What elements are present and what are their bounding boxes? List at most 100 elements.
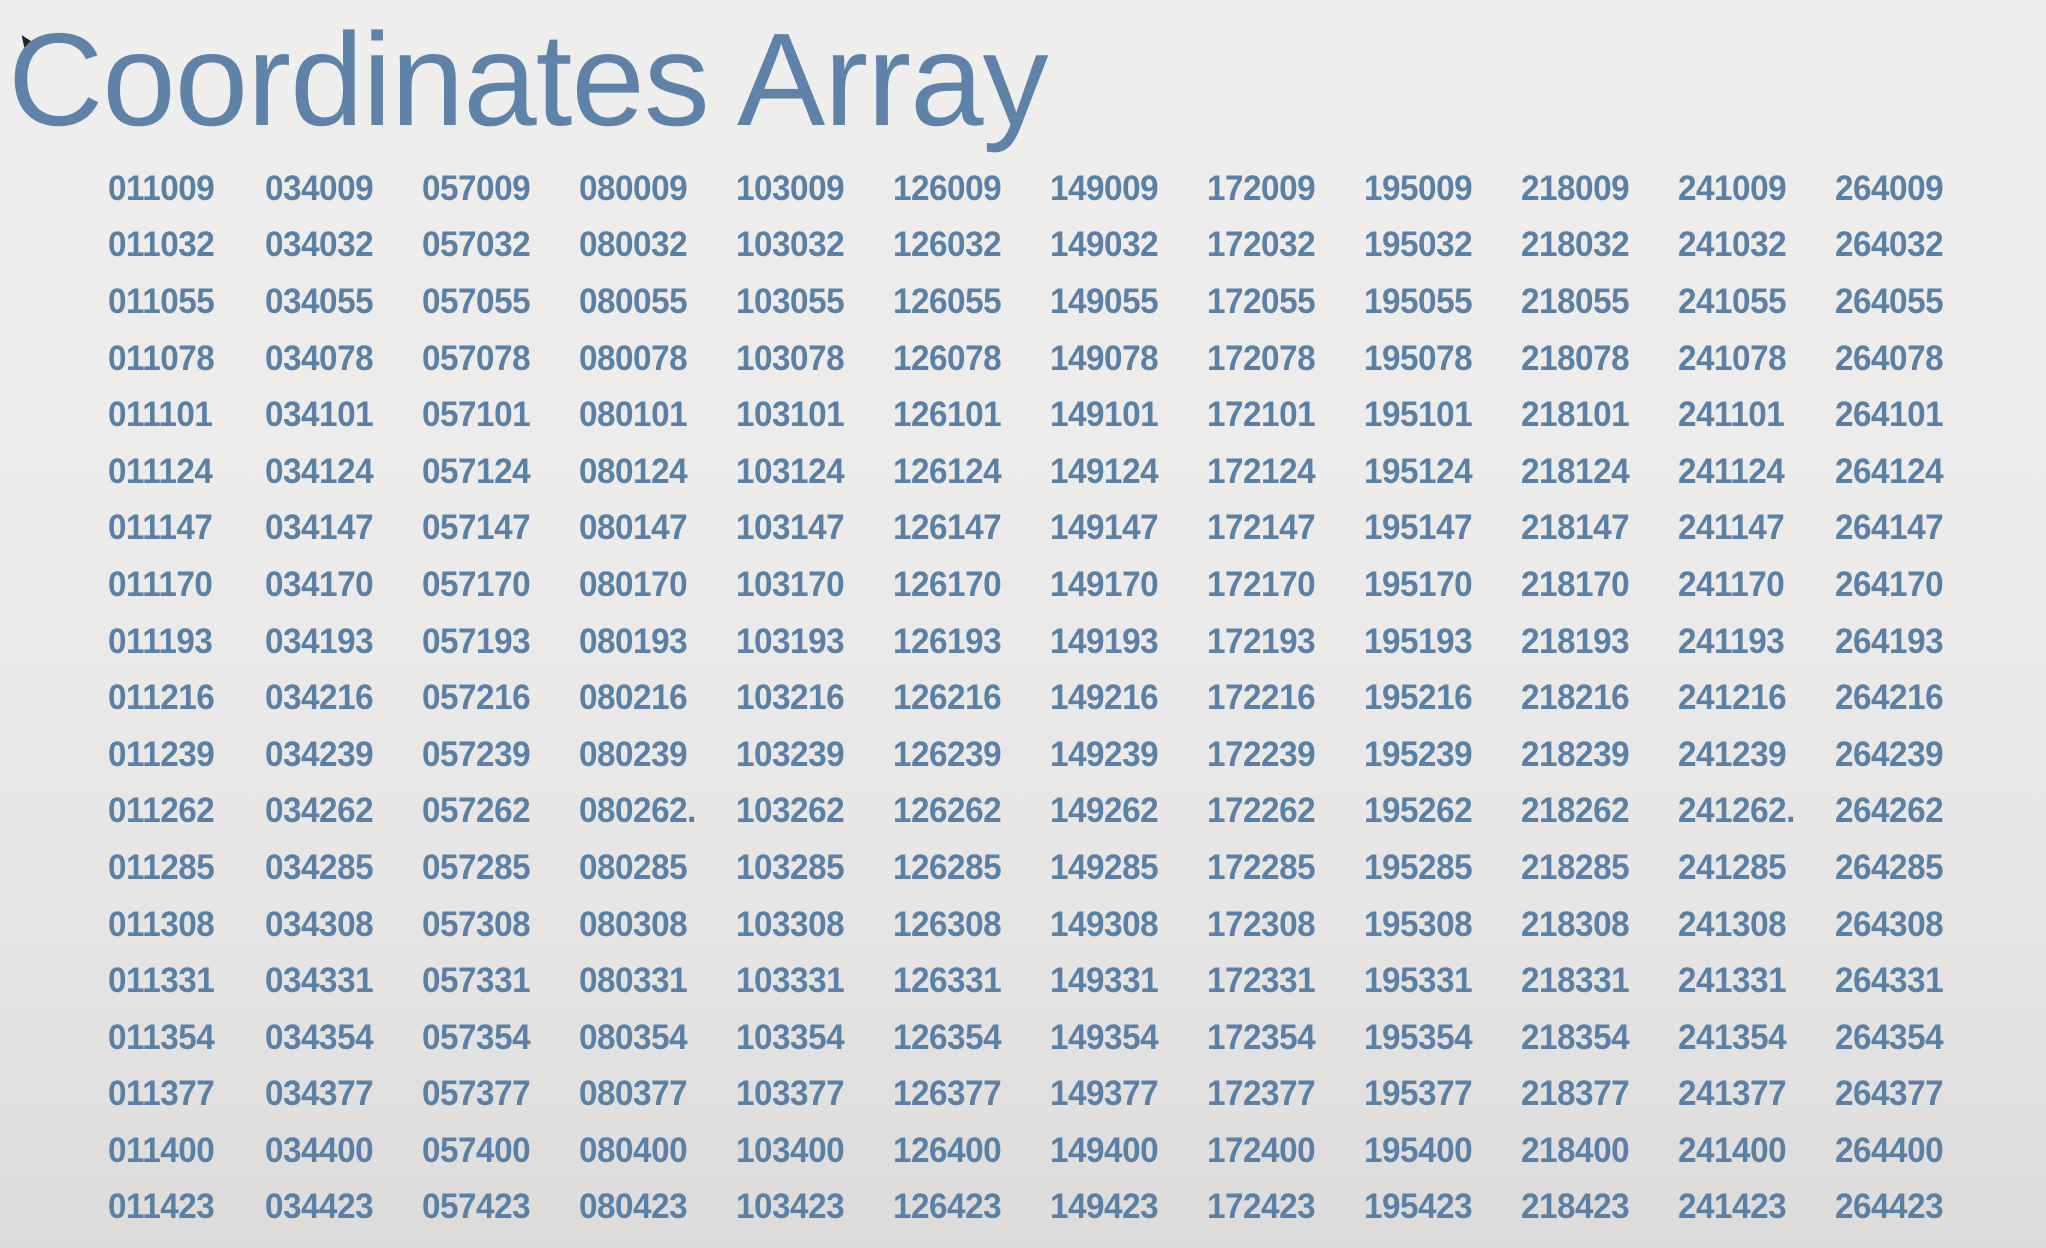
coordinate-cell: 195423 [1364, 1187, 1473, 1227]
coordinate-cell: 057239 [422, 734, 531, 774]
coordinate-cell: 149262 [1050, 791, 1159, 831]
coordinate-cell: 103101 [736, 395, 845, 435]
coordinate-cell: 264239 [1835, 734, 1944, 774]
coordinate-cell: 241262. [1678, 791, 1795, 831]
coordinate-cell: 172285 [1207, 847, 1316, 887]
coordinate-cell: 241009 [1678, 168, 1787, 208]
coordinate-cell: 195101 [1364, 395, 1473, 435]
coordinate-cell: 241055 [1678, 281, 1787, 321]
coordinate-cell: 034423 [265, 1187, 374, 1227]
coordinate-cell: 264423 [1835, 1187, 1944, 1227]
coordinate-cell: 057170 [422, 564, 531, 604]
coordinate-cell: 011055 [108, 281, 215, 321]
coordinate-cell: 034285 [265, 847, 374, 887]
coordinate-cell: 034170 [265, 564, 374, 604]
coordinate-cell: 057009 [422, 168, 531, 208]
coordinate-cell: 080400 [579, 1130, 688, 1170]
coordinate-cell: 103009 [736, 168, 845, 208]
coordinate-cell: 126216 [893, 678, 1002, 718]
coordinate-cell: 172009 [1207, 168, 1316, 208]
coordinate-cell: 149055 [1050, 281, 1159, 321]
coordinate-cell: 057400 [422, 1130, 531, 1170]
coordinate-cell: 218055 [1521, 281, 1630, 321]
coordinate-cell: 149377 [1050, 1074, 1159, 1114]
coordinate-cell: 149078 [1050, 338, 1159, 378]
coordinate-cell: 080124 [579, 451, 688, 491]
coordinate-cell: 103285 [736, 847, 845, 887]
coordinate-cell: 011078 [108, 338, 215, 378]
coordinate-cell: 080055 [579, 281, 688, 321]
coordinate-cell: 149216 [1050, 678, 1159, 718]
coordinate-cell: 126400 [893, 1130, 1002, 1170]
coordinate-cell: 034262 [265, 791, 374, 831]
coordinate-cell: 103239 [736, 734, 845, 774]
coordinate-cell: 080308 [579, 904, 688, 944]
coordinate-cell: 057078 [422, 338, 531, 378]
coordinate-cell: 172308 [1207, 904, 1316, 944]
coordinate-cell: 241239 [1678, 734, 1787, 774]
coordinate-cell: 195354 [1364, 1017, 1473, 1057]
coordinate-cell: 172193 [1207, 621, 1316, 661]
coordinate-cell: 172055 [1207, 281, 1316, 321]
coordinate-cell: 011170 [108, 564, 213, 604]
coordinate-cell: 080170 [579, 564, 688, 604]
coordinate-cell: 011147 [108, 508, 213, 548]
coordinate-cell: 080285 [579, 847, 688, 887]
coordinate-cell: 172262 [1207, 791, 1316, 831]
coordinate-cell: 057262 [422, 791, 531, 831]
coordinate-cell: 218400 [1521, 1130, 1630, 1170]
coordinate-cell: 034308 [265, 904, 374, 944]
coordinate-cell: 057193 [422, 621, 531, 661]
coordinate-cell: 172101 [1207, 395, 1316, 435]
coordinate-cell: 172078 [1207, 338, 1316, 378]
coordinate-cell: 103147 [736, 508, 845, 548]
coordinate-cell: 264354 [1835, 1017, 1944, 1057]
coordinate-cell: 218124 [1521, 451, 1630, 491]
coordinate-cell: 172216 [1207, 678, 1316, 718]
coordinate-cell: 057032 [422, 225, 531, 265]
coordinate-cell: 126078 [893, 338, 1002, 378]
coordinate-cell: 241032 [1678, 225, 1787, 265]
coordinate-cell: 011262 [108, 791, 215, 831]
coordinate-cell: 034377 [265, 1074, 374, 1114]
coordinate-cell: 264193 [1835, 621, 1944, 661]
coordinate-cell: 126193 [893, 621, 1002, 661]
coordinate-cell: 241400 [1678, 1130, 1787, 1170]
coordinate-cell: 195009 [1364, 168, 1473, 208]
coordinate-cell: 218147 [1521, 508, 1630, 548]
coordinate-cell: 034239 [265, 734, 374, 774]
coordinate-cell: 218262 [1521, 791, 1630, 831]
coordinate-cell: 241170 [1678, 564, 1785, 604]
coordinate-cell: 149423 [1050, 1187, 1159, 1227]
coordinate-cell: 264147 [1835, 508, 1944, 548]
coordinate-cell: 080101 [579, 395, 688, 435]
coordinate-cell: 057354 [422, 1017, 531, 1057]
coordinate-cell: 057101 [422, 395, 531, 435]
coordinate-cell: 034147 [265, 508, 374, 548]
coordinate-cell: 034216 [265, 678, 374, 718]
coordinate-cell: 264009 [1835, 168, 1944, 208]
coordinate-cell: 011423 [108, 1187, 215, 1227]
coordinate-cell: 057055 [422, 281, 531, 321]
coordinate-cell: 057285 [422, 847, 531, 887]
coordinate-cell: 126423 [893, 1187, 1002, 1227]
coordinate-cell: 241331 [1678, 961, 1787, 1001]
coordinate-cell: 011009 [108, 168, 215, 208]
coordinate-cell: 264262 [1835, 791, 1944, 831]
coordinate-cell: 011331 [108, 961, 215, 1001]
coordinate-cell: 241216 [1678, 678, 1787, 718]
coordinate-cell: 034331 [265, 961, 374, 1001]
coordinate-cell: 149193 [1050, 621, 1159, 661]
coordinate-cell: 011101 [108, 395, 213, 435]
coordinate-cell: 172124 [1207, 451, 1316, 491]
coordinate-cell: 057216 [422, 678, 531, 718]
coordinate-cell: 241193 [1678, 621, 1785, 661]
coordinate-cell: 126147 [893, 508, 1002, 548]
coordinate-cell: 011377 [108, 1074, 215, 1114]
coordinate-cell: 103377 [736, 1074, 845, 1114]
coordinate-cell: 011354 [108, 1017, 215, 1057]
coordinate-cell: 172147 [1207, 508, 1316, 548]
coordinate-cell: 241124 [1678, 451, 1785, 491]
coordinate-cell: 126308 [893, 904, 1002, 944]
coordinate-cell: 195078 [1364, 338, 1473, 378]
